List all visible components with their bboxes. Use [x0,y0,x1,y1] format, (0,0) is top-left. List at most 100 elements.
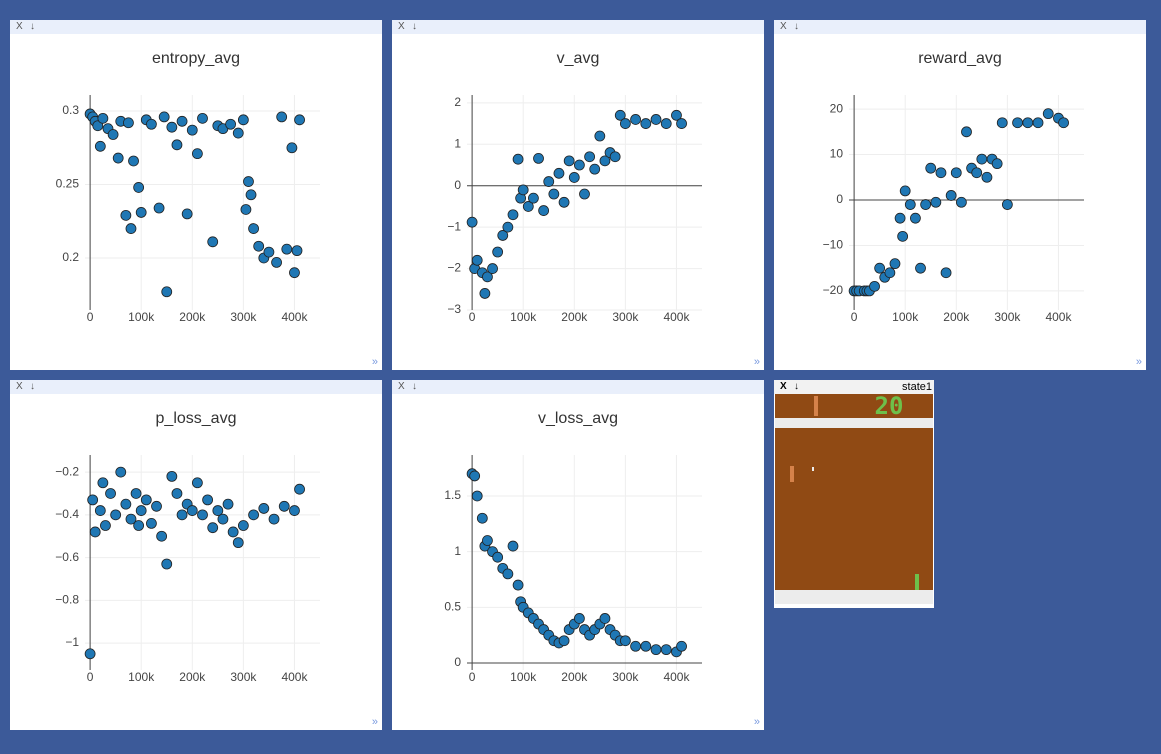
point [278,500,290,512]
y-tick-label: −10 [823,238,844,252]
y-tick-label: 0 [454,655,461,669]
point [107,129,119,140]
point [276,111,288,123]
point [940,267,952,279]
point [171,139,183,151]
point [671,109,682,121]
point [207,522,219,534]
point [87,494,99,506]
point [171,488,183,499]
chart-title: v_loss_avg [538,410,618,427]
download-button[interactable]: ↓ [794,381,799,392]
point [599,155,611,167]
point [563,155,575,167]
point [553,167,565,179]
ball [812,467,814,471]
download-button[interactable]: ↓ [412,21,417,32]
chart-pane: X ↓» v_loss_avg 0 100k 200k 300k 400k 0 0.5 1 1.5 [392,380,764,730]
point [466,216,478,228]
close-button[interactable]: X [16,21,23,32]
x-tick-label: 100k [892,310,919,324]
y-tick-label: 0.5 [444,599,461,613]
x-tick-label: 400k [663,670,690,684]
point [558,635,570,647]
download-button[interactable]: ↓ [794,21,799,32]
point [115,466,127,478]
y-tick-label: −20 [823,283,844,297]
download-button[interactable]: ↓ [412,381,417,392]
point [471,254,483,266]
point [120,209,132,221]
point [258,503,270,514]
point [225,118,236,130]
point [476,512,488,524]
close-button[interactable]: X [780,21,787,32]
point [94,505,106,516]
point [479,288,491,299]
point [232,127,244,139]
bottom-wall [775,590,933,604]
point [97,477,109,489]
point [487,263,498,274]
point [599,613,611,624]
x-tick-label: 100k [128,310,155,324]
point [981,171,993,183]
y-tick-label: −1 [447,219,461,233]
point [1022,117,1034,129]
point [125,223,137,234]
point [248,509,259,521]
point [502,221,514,233]
point [186,124,198,136]
point [207,236,219,248]
point [248,223,259,234]
point [166,121,178,133]
x-tick-label: 200k [179,310,206,324]
download-button[interactable]: ↓ [30,21,35,32]
point [1032,117,1044,129]
close-button[interactable]: X [398,381,405,392]
chart: p_loss_avg 0 100k 200k 300k 400k −1 −0.8 −0.6 −0.… [55,410,320,684]
x-tick-label: 200k [179,670,206,684]
expand-icon: » [371,716,378,728]
pane-header: X ↓ [774,20,1146,34]
point [133,520,145,531]
player-score-marker [814,396,818,416]
left-paddle [790,466,794,482]
point [584,151,596,163]
close-button[interactable]: X [16,381,23,392]
point [538,205,550,216]
point [112,152,124,164]
point [619,635,631,647]
x-tick-label: 100k [510,670,537,684]
point [889,258,901,270]
point [930,196,942,208]
point [904,199,916,210]
y-tick-label: 2 [454,95,461,109]
chart-pane: X ↓» v_avg 0 100k 200k 300k 400k −3 −2 −1 0 1 2 [392,20,764,370]
point [894,212,906,224]
point [191,477,203,489]
point [492,246,504,258]
point [243,176,254,187]
point [294,483,305,495]
point [294,114,305,126]
point [630,640,641,652]
x-tick-label: 100k [128,670,155,684]
point [232,537,244,549]
expand-icon: » [1135,356,1142,368]
point [897,230,909,242]
chart: v_loss_avg 0 100k 200k 300k 400k 0 0.5 1 1.5 [444,410,702,684]
x-tick-label: 200k [561,670,588,684]
x-tick-label: 0 [87,310,94,324]
point [512,579,524,591]
y-tick-label: −0.2 [55,464,79,478]
point [915,262,926,274]
close-button[interactable]: X [398,21,405,32]
close-button[interactable]: X [780,381,787,392]
point [548,188,560,200]
y-tick-label: 0 [836,192,843,206]
point [869,280,880,292]
point [263,246,275,258]
chart: entropy_avg 0 100k 200k 300k 400k 0.2 0.25 0.3 [56,50,320,324]
download-button[interactable]: ↓ [30,381,35,392]
